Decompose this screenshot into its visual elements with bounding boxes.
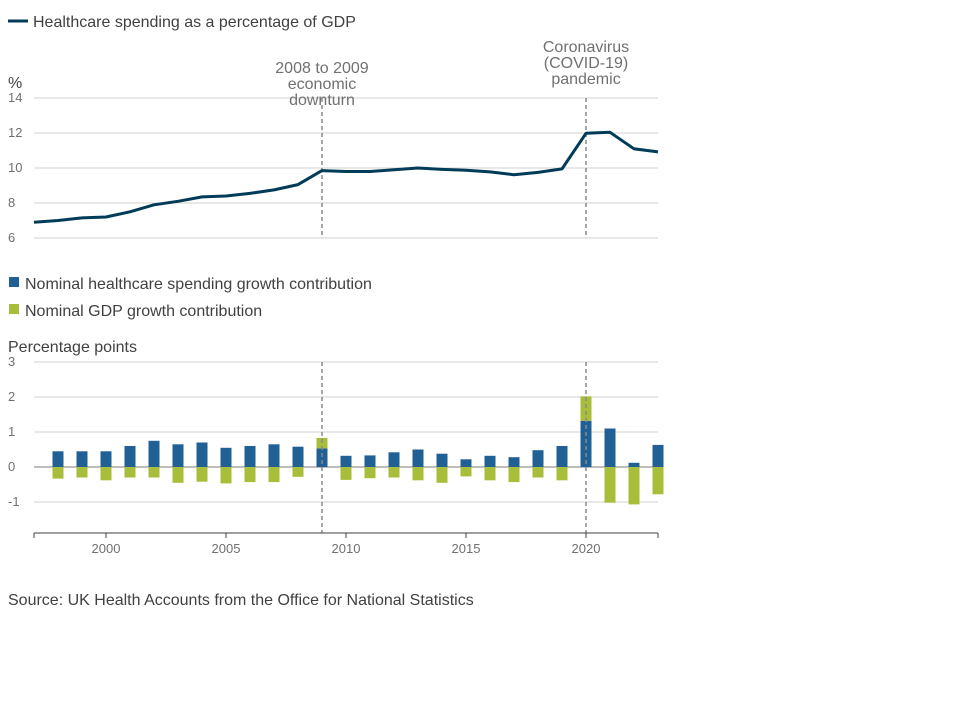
bar-x-tick-label: 2005 (212, 541, 241, 556)
bar-healthcare-contribution (436, 453, 448, 467)
bar-healthcare-contribution (316, 448, 328, 467)
bar-healthcare-contribution (556, 446, 568, 467)
line-gridlines (34, 97, 658, 239)
bar-healthcare-contribution (292, 446, 304, 467)
bar-healthcare-contribution (508, 457, 520, 467)
bar-x-tick-label: 2000 (92, 541, 121, 556)
bar-healthcare-contribution (124, 446, 136, 467)
bar-gdp-contribution (220, 467, 232, 484)
bar-healthcare-contribution (532, 450, 544, 467)
bar-healthcare-contribution (52, 451, 64, 468)
bar-gdp-contribution (316, 437, 328, 449)
bar-x-tick-label: 2020 (572, 541, 601, 556)
bar-healthcare-contribution (460, 459, 472, 467)
bar-gdp-contribution (484, 467, 496, 481)
line-legend-label: Healthcare spending as a percentage of G… (33, 14, 356, 31)
line-y-tick-label: 10 (8, 160, 22, 175)
bar-gdp-contribution (388, 467, 400, 478)
bar-gdp-contribution (172, 467, 184, 483)
line-event-label: economic (288, 76, 356, 93)
bar-y-tick-label: 1 (8, 424, 15, 439)
bar-healthcare-contribution (340, 455, 352, 467)
bar-gdp-contribution (652, 467, 664, 495)
bar-gdp-contribution (628, 467, 640, 505)
line-y-tick-label: 6 (8, 230, 15, 245)
line-y-ticks: 6 8 10 12 14 (8, 90, 22, 245)
bar-healthcare-contribution (580, 420, 592, 467)
bar-gdp-contribution (532, 467, 544, 478)
bar-legend: Nominal healthcare spending growth contr… (9, 276, 372, 320)
bar-gdp-contribution (244, 467, 256, 483)
line-event-label: downturn (289, 92, 355, 109)
bar-healthcare-contribution (196, 442, 208, 467)
bar-x-tick-label: 2010 (332, 541, 361, 556)
bar-gdp-contribution (604, 467, 616, 503)
bar-healthcare-contribution (148, 440, 160, 468)
bar-gdp-contribution (340, 467, 352, 480)
bar-y-tick-label: 3 (8, 354, 15, 369)
line-y-tick-label: 8 (8, 195, 15, 210)
bar-healthcare-contribution (604, 428, 616, 467)
bar-healthcare-contribution (364, 455, 376, 467)
bar-healthcare-contribution (412, 449, 424, 467)
bar-legend-swatch-gdp (9, 304, 19, 314)
bar-gdp-contribution (76, 467, 88, 478)
bar-y-ticks: -1 0 1 2 3 (8, 354, 20, 509)
bar-healthcare-contribution (244, 446, 256, 467)
bar-gdp-contribution (100, 467, 112, 481)
bar-y-tick-label: 0 (8, 459, 15, 474)
bar-gridlines (34, 361, 658, 503)
line-event-label: pandemic (551, 71, 620, 88)
bar-gdp-contribution (508, 467, 520, 483)
bar-gdp-contribution (148, 467, 160, 478)
bar-gdp-contribution (436, 467, 448, 483)
bar-gdp-contribution (292, 467, 304, 477)
bar-gdp-contribution (580, 396, 592, 421)
line-event-label: Coronavirus (543, 39, 629, 56)
bar-healthcare-contribution (628, 462, 640, 467)
bar-annotations (321, 362, 587, 533)
bar-healthcare-contribution (172, 444, 184, 468)
bar-gdp-contribution (412, 467, 424, 481)
bar-legend-label-healthcare: Nominal healthcare spending growth contr… (25, 276, 372, 293)
bar-healthcare-contribution (652, 444, 664, 467)
line-event-label: (COVID-19) (544, 55, 628, 72)
bar-x-axis: 2000 2005 2010 2015 2020 (33, 532, 659, 556)
bar-gdp-contribution (124, 467, 136, 478)
bar-gdp-contribution (364, 467, 376, 479)
bar-healthcare-contribution (100, 451, 112, 468)
bar-healthcare-contribution (220, 447, 232, 468)
bar-x-tick-label: 2015 (452, 541, 481, 556)
bar-y-tick-label: -1 (8, 494, 20, 509)
bar-healthcare-contribution (268, 444, 280, 468)
bar-gdp-contribution (460, 467, 472, 477)
bar-y-tick-label: 2 (8, 389, 15, 404)
bar-gdp-contribution (52, 467, 64, 479)
bar-healthcare-contribution (484, 455, 496, 467)
healthcare-share-line (33, 130, 659, 224)
source-note: Source: UK Health Accounts from the Offi… (8, 592, 474, 609)
line-legend: Healthcare spending as a percentage of G… (8, 14, 356, 31)
line-legend-swatch (8, 19, 28, 23)
line-event-label: 2008 to 2009 (275, 60, 369, 77)
bar-gdp-contribution (196, 467, 208, 482)
bar-healthcare-contribution (388, 452, 400, 467)
line-y-tick-label: 14 (8, 90, 22, 105)
bar-legend-label-gdp: Nominal GDP growth contribution (25, 303, 262, 320)
bar-legend-swatch-healthcare (9, 277, 19, 287)
bar-y-axis-title: Percentage points (8, 339, 137, 356)
bar-healthcare-contribution (76, 451, 88, 468)
line-y-axis-title: % (8, 75, 22, 92)
line-y-tick-label: 12 (8, 125, 22, 140)
bar-gdp-contribution (268, 467, 280, 483)
bar-marks (52, 396, 664, 505)
bar-gdp-contribution (556, 467, 568, 481)
